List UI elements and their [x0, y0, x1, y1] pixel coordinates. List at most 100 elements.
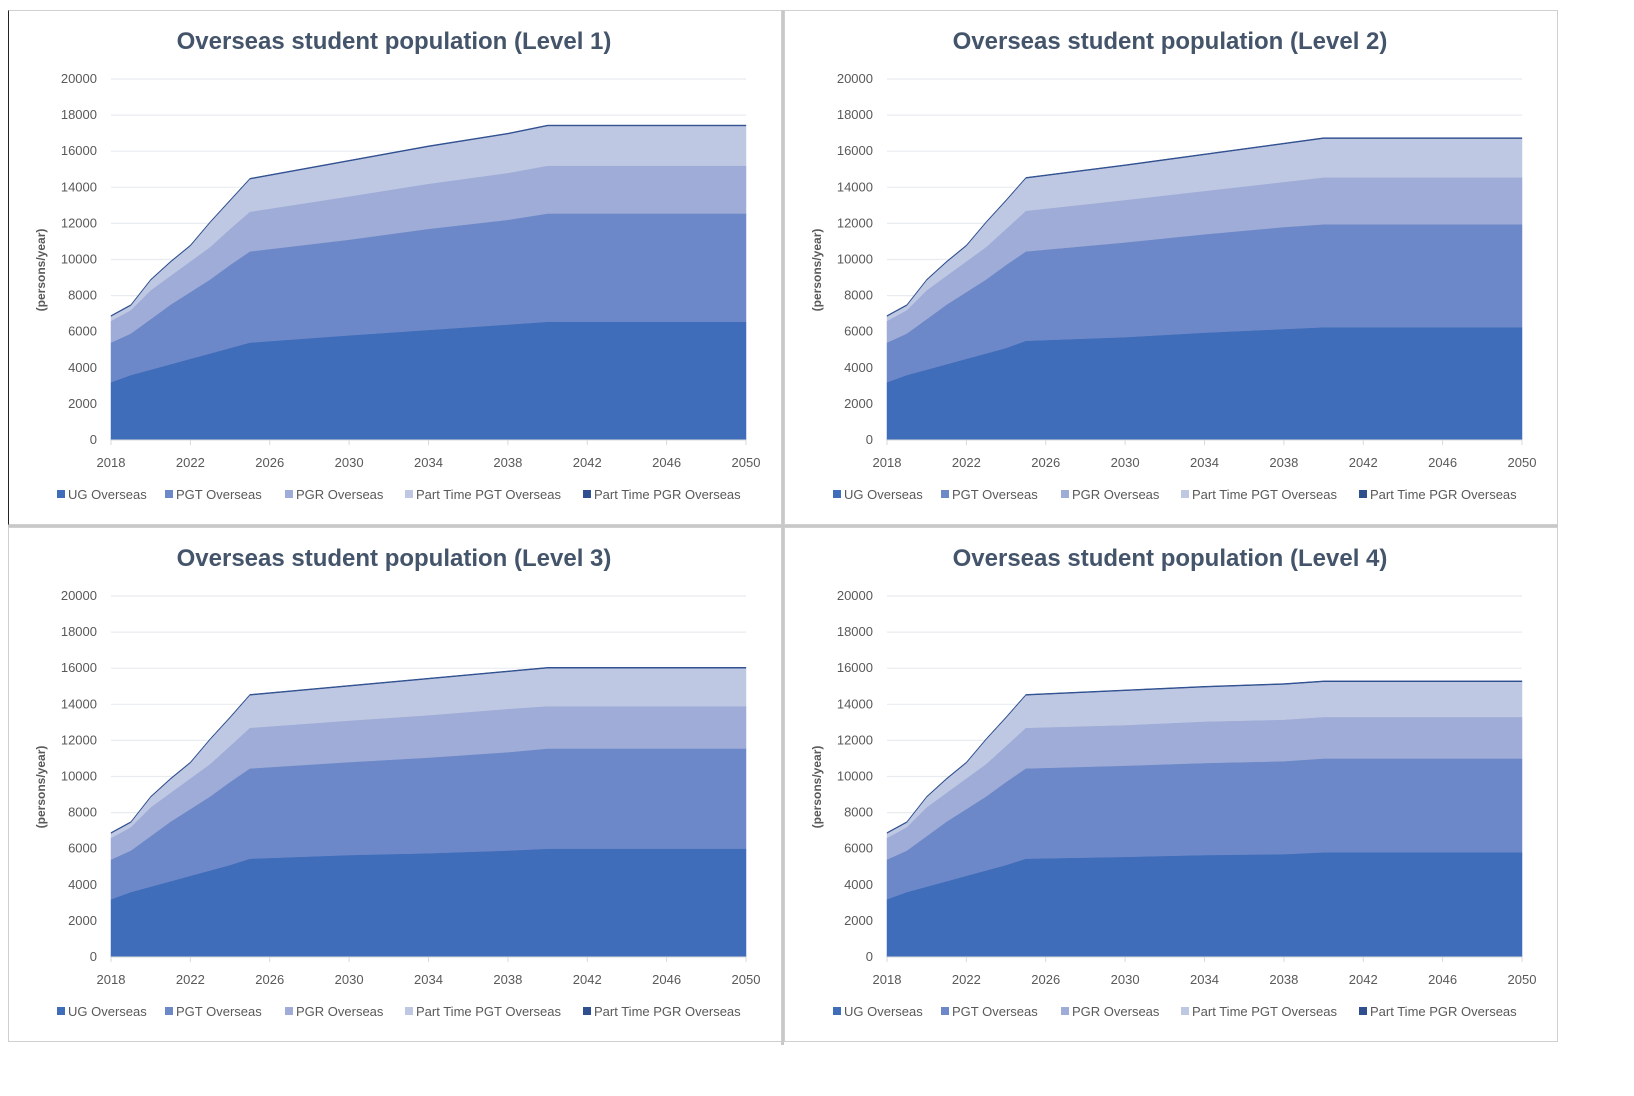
- x-tick-label: 2038: [1269, 455, 1298, 470]
- y-tick-label: 4000: [844, 360, 873, 375]
- legend-item: PGT Overseas: [165, 1004, 262, 1019]
- x-tick-label: 2042: [573, 972, 602, 987]
- y-tick-label: 16000: [837, 660, 873, 675]
- legend-item: Part Time PGT Overseas: [405, 487, 561, 502]
- legend-label: Part Time PGR Overseas: [594, 487, 741, 502]
- legend-item: Part Time PGT Overseas: [1181, 1004, 1337, 1019]
- legend-swatch: [941, 1007, 949, 1015]
- chart-title: Overseas student population (Level 1): [177, 28, 612, 55]
- y-tick-label: 4000: [68, 877, 97, 892]
- legend-label: PGT Overseas: [176, 1004, 262, 1019]
- x-tick-label: 2022: [952, 972, 981, 987]
- legend-label: PGT Overseas: [952, 1004, 1038, 1019]
- legend-label: UG Overseas: [68, 1004, 147, 1019]
- legend-label: PGR Overseas: [1072, 1004, 1160, 1019]
- legend-swatch: [405, 1007, 413, 1015]
- legend-label: Part Time PGR Overseas: [594, 1004, 741, 1019]
- y-tick-label: 10000: [837, 252, 873, 267]
- legend-label: Part Time PGT Overseas: [1192, 1004, 1337, 1019]
- y-tick-label: 2000: [68, 396, 97, 411]
- panel-divider-horizontal: [8, 524, 1558, 527]
- x-tick-label: 2018: [97, 455, 126, 470]
- x-tick-label: 2030: [335, 972, 364, 987]
- chart-level-1: Overseas student population (Level 1) (p…: [34, 28, 761, 502]
- legend-swatch: [405, 490, 413, 498]
- x-tick-label: 2046: [1428, 455, 1457, 470]
- legend-item: PGR Overseas: [285, 487, 384, 502]
- x-tick-label: 2030: [1111, 455, 1140, 470]
- x-tick-label: 2038: [1269, 972, 1298, 987]
- y-tick-label: 0: [866, 432, 873, 447]
- legend-item: Part Time PGR Overseas: [1359, 487, 1517, 502]
- y-tick-label: 2000: [844, 913, 873, 928]
- y-tick-label: 10000: [61, 769, 97, 784]
- y-tick-label: 12000: [61, 215, 97, 230]
- legend-label: Part Time PGR Overseas: [1370, 487, 1517, 502]
- legend-swatch: [941, 490, 949, 498]
- y-tick-label: 18000: [837, 107, 873, 122]
- legend-label: PGR Overseas: [296, 487, 384, 502]
- y-tick-label: 16000: [61, 143, 97, 158]
- legend-swatch: [1359, 490, 1367, 498]
- legend-swatch: [1061, 1007, 1069, 1015]
- plot-area: 0 2000 4000 6000 8000 10000 12000 14000 16000 180…: [833, 588, 1536, 1019]
- legend-label: PGR Overseas: [296, 1004, 384, 1019]
- chart-level-4: Overseas student population (Level 4) (p…: [810, 545, 1536, 1019]
- panel-divider-vertical: [781, 10, 784, 1045]
- x-tick-label: 2022: [176, 455, 205, 470]
- x-tick-label: 2030: [335, 455, 364, 470]
- x-tick-label: 2034: [414, 455, 443, 470]
- y-tick-label: 12000: [61, 732, 97, 747]
- x-tick-label: 2018: [873, 972, 902, 987]
- legend-swatch: [1181, 490, 1189, 498]
- x-tick-label: 2050: [1508, 972, 1537, 987]
- y-tick-label: 8000: [844, 805, 873, 820]
- plot-area: 0 2000 4000 6000 8000 10000 12000 14000 16000 180…: [833, 71, 1536, 502]
- legend-swatch: [285, 1007, 293, 1015]
- y-tick-label: 6000: [844, 324, 873, 339]
- legend-item: PGR Overseas: [285, 1004, 384, 1019]
- legend-label: PGT Overseas: [176, 487, 262, 502]
- x-tick-label: 2026: [1031, 972, 1060, 987]
- legend-label: Part Time PGT Overseas: [1192, 487, 1337, 502]
- legend-label: UG Overseas: [844, 487, 923, 502]
- y-tick-label: 16000: [61, 660, 97, 675]
- x-tick-label: 2034: [1190, 972, 1219, 987]
- legend-item: UG Overseas: [833, 487, 923, 502]
- legend-item: UG Overseas: [57, 1004, 147, 1019]
- legend-item: PGR Overseas: [1061, 1004, 1160, 1019]
- y-tick-label: 20000: [61, 71, 97, 86]
- legend-label: UG Overseas: [844, 1004, 923, 1019]
- chart-panel-level-1: Overseas student population (Level 1) (p…: [8, 10, 782, 525]
- y-tick-label: 20000: [61, 588, 97, 603]
- x-tick-label: 2026: [1031, 455, 1060, 470]
- legend-item: Part Time PGR Overseas: [583, 1004, 741, 1019]
- chart-level-3: Overseas student population (Level 3) (p…: [34, 545, 760, 1019]
- y-tick-label: 16000: [837, 143, 873, 158]
- x-tick-label: 2046: [652, 972, 681, 987]
- y-tick-label: 2000: [68, 913, 97, 928]
- legend-label: Part Time PGT Overseas: [416, 1004, 561, 1019]
- x-tick-label: 2018: [97, 972, 126, 987]
- chart-title: Overseas student population (Level 2): [953, 28, 1388, 55]
- x-tick-label: 2050: [732, 455, 761, 470]
- x-tick-label: 2022: [176, 972, 205, 987]
- chart-title: Overseas student population (Level 4): [953, 545, 1388, 572]
- area-series-part-time-pgr-overseas: [886, 137, 1523, 317]
- area-series-part-time-pgr-overseas: [110, 667, 747, 834]
- y-tick-label: 10000: [61, 252, 97, 267]
- x-tick-label: 2042: [1349, 455, 1378, 470]
- y-tick-label: 4000: [844, 877, 873, 892]
- legend-swatch: [165, 490, 173, 498]
- x-tick-label: 2038: [493, 972, 522, 987]
- y-tick-label: 0: [90, 432, 97, 447]
- legend-item: Part Time PGT Overseas: [405, 1004, 561, 1019]
- y-tick-label: 4000: [68, 360, 97, 375]
- legend-swatch: [833, 1007, 841, 1015]
- y-tick-label: 18000: [61, 624, 97, 639]
- y-tick-label: 6000: [68, 841, 97, 856]
- legend-swatch: [1359, 1007, 1367, 1015]
- legend-swatch: [57, 1007, 65, 1015]
- y-tick-label: 18000: [61, 107, 97, 122]
- y-tick-label: 14000: [837, 179, 873, 194]
